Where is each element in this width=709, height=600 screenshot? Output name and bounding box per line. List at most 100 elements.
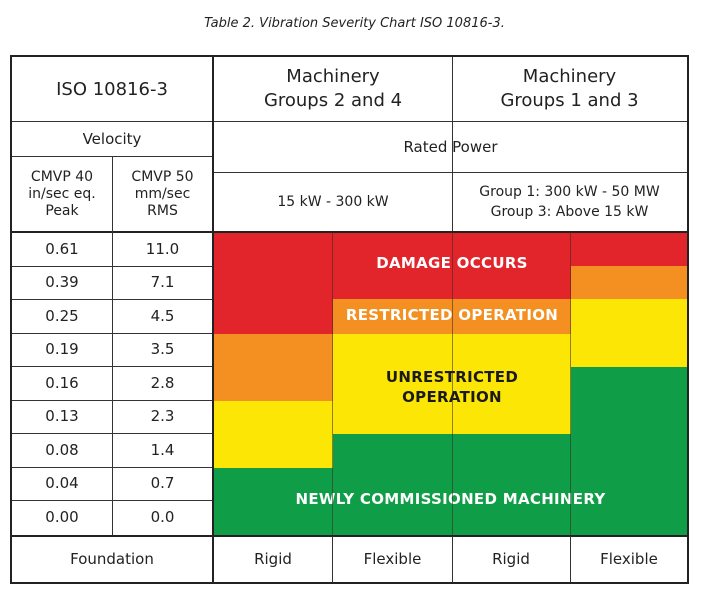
peak-value-cell: 0.61 [12, 232, 112, 266]
rigid-2-4-cell: Rigid [214, 536, 332, 582]
peak-value-cell: 0.00 [12, 500, 112, 534]
zone-red-rigid-1-3 [452, 232, 571, 299]
grid-line [452, 536, 453, 582]
cmvp50-header: CMVP 50 mm/sec RMS [113, 157, 212, 231]
peak-value: 0.16 [45, 373, 79, 392]
zone-green-rigid-1-3 [452, 434, 571, 535]
grid-line [214, 172, 687, 173]
grid-line [12, 535, 687, 537]
rigid-1-3-cell: Rigid [452, 536, 570, 582]
zone-green-flexible-2-4 [333, 434, 452, 535]
peak-value-cell: 0.25 [12, 299, 112, 333]
cmvp50-line1: CMVP 50 [131, 168, 194, 185]
peak-value: 0.39 [45, 273, 79, 292]
grid-line [112, 157, 113, 535]
peak-value-cell: 0.13 [12, 400, 112, 434]
machinery-groups-1-3-line2: Groups 1 and 3 [500, 90, 639, 111]
flexible-1-3-cell: Flexible [571, 536, 687, 582]
grid-line [570, 536, 571, 582]
peak-value: 0.61 [45, 239, 79, 258]
power-groups-2-4: 15 kW - 300 kW [214, 173, 452, 231]
cmvp40-line2: in/sec eq. [28, 185, 96, 202]
unrestricted-operation-label: UNRESTRICTED OPERATION [332, 367, 572, 407]
peak-value-cell: 0.19 [12, 333, 112, 367]
zone-orange-flexible-1-3 [571, 266, 687, 299]
zone-yellow-flexible-1-3 [571, 299, 687, 367]
grid-line [212, 57, 214, 582]
rigid-2-4-label: Rigid [254, 550, 292, 568]
unrestricted-line2: OPERATION [402, 388, 502, 406]
rms-value: 0.7 [150, 474, 175, 493]
machinery-groups-1-3-line1: Machinery [522, 66, 617, 87]
peak-value-cell: 0.39 [12, 266, 112, 300]
rms-value-cell: 4.5 [113, 299, 212, 333]
cmvp50-line3: RMS [147, 202, 178, 219]
rms-value: 11.0 [145, 239, 180, 258]
rms-value-cell: 7.1 [113, 266, 212, 300]
peak-value: 0.08 [45, 440, 79, 459]
rigid-1-3-label: Rigid [492, 550, 530, 568]
peak-value: 0.00 [45, 507, 79, 526]
zone-red-flexible-1-3 [571, 232, 687, 266]
iso-standard-label: ISO 10816-3 [56, 78, 168, 100]
rms-value: 2.8 [150, 373, 175, 392]
grid-line [570, 232, 571, 535]
foundation-label-cell: Foundation [12, 536, 212, 582]
grid-line [452, 173, 453, 231]
power-groups-1-3: Group 1: 300 kW - 50 MW Group 3: Above 1… [452, 173, 687, 231]
cmvp40-header: CMVP 40 in/sec eq. Peak [12, 157, 112, 231]
unrestricted-line1: UNRESTRICTED [385, 368, 519, 386]
power-group1-label: Group 1: 300 kW - 50 MW [479, 184, 660, 200]
grid-line [332, 232, 333, 535]
grid-line [332, 536, 333, 582]
velocity-header: Velocity [12, 122, 212, 156]
peak-value: 0.19 [45, 340, 79, 359]
machinery-groups-1-3-header: Machinery Groups 1 and 3 [452, 57, 687, 121]
rms-value: 2.3 [150, 407, 175, 426]
damage-occurs-label: DAMAGE OCCURS [376, 254, 528, 272]
zone-orange-rigid-1-3 [452, 299, 571, 334]
rated-power-label: Rated Power [403, 138, 498, 156]
grid-line [452, 232, 453, 535]
peak-value: 0.25 [45, 306, 79, 325]
rms-value-cell: 2.8 [113, 366, 212, 400]
zone-green-flexible-1-3 [571, 367, 687, 535]
rms-value-cell: 1.4 [113, 433, 212, 467]
rms-value-cell: 2.3 [113, 400, 212, 434]
vibration-severity-table [10, 55, 689, 584]
rms-value-cell: 11.0 [113, 232, 212, 266]
flexible-2-4-label: Flexible [363, 550, 422, 568]
rms-value-cell: 0.0 [113, 500, 212, 534]
machinery-groups-2-4-header: Machinery Groups 2 and 4 [214, 57, 452, 121]
zone-green-rigid-2-4 [214, 468, 333, 535]
power-group3-label: Group 3: Above 15 kW [490, 204, 649, 220]
foundation-label: Foundation [70, 550, 154, 568]
peak-value-cell: 0.08 [12, 433, 112, 467]
machinery-groups-2-4-line1: Machinery [286, 66, 380, 87]
rated-power-header: Rated Power [214, 122, 687, 172]
grid-line [12, 121, 687, 122]
newly-commissioned-label: NEWLY COMMISSIONED MACHINERY [295, 490, 606, 508]
grid-line [12, 231, 687, 233]
grid-line [452, 57, 453, 172]
cmvp50-line2: mm/sec [134, 185, 191, 202]
zone-red-flexible-2-4 [333, 232, 452, 299]
grid-line [12, 156, 212, 157]
flexible-2-4-cell: Flexible [333, 536, 452, 582]
iso-standard-header: ISO 10816-3 [12, 57, 212, 121]
zone-yellow-rigid-1-3 [452, 334, 571, 434]
peak-value: 0.04 [45, 474, 79, 493]
cmvp40-line1: CMVP 40 [30, 168, 94, 185]
rms-value: 7.1 [150, 273, 175, 292]
rms-value-cell: 0.7 [113, 467, 212, 501]
flexible-1-3-label: Flexible [600, 550, 658, 568]
zone-yellow-rigid-2-4 [214, 401, 333, 468]
zone-red-rigid-2-4 [214, 232, 333, 334]
velocity-label: Velocity [82, 130, 142, 148]
peak-value: 0.13 [45, 407, 79, 426]
power-groups-2-4-label: 15 kW - 300 kW [277, 194, 389, 210]
peak-value-cell: 0.16 [12, 366, 112, 400]
table-caption: Table 2. Vibration Severity Chart ISO 10… [204, 16, 505, 31]
rms-value: 0.0 [150, 507, 175, 526]
rms-value: 1.4 [150, 440, 175, 459]
